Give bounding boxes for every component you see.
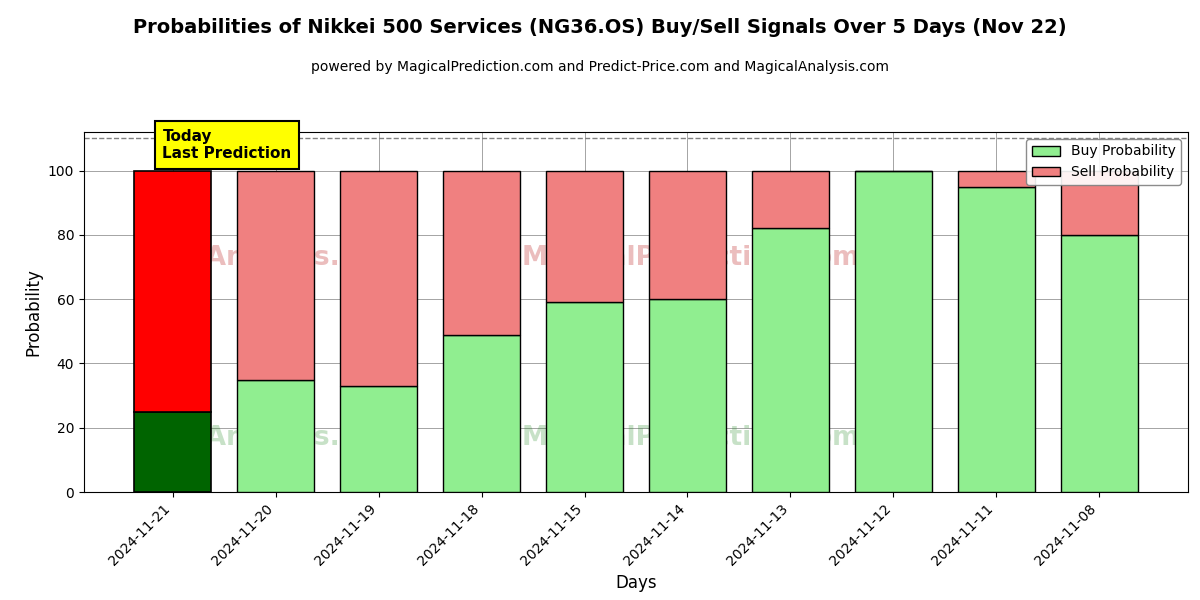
Bar: [958, 187, 1034, 492]
Bar: [340, 170, 418, 386]
Bar: [546, 170, 623, 302]
Bar: [958, 170, 1034, 187]
Y-axis label: Probability: Probability: [24, 268, 42, 356]
Bar: [546, 302, 623, 492]
Text: powered by MagicalPrediction.com and Predict-Price.com and MagicalAnalysis.com: powered by MagicalPrediction.com and Pre…: [311, 60, 889, 74]
Text: MagicalPrediction.com: MagicalPrediction.com: [522, 425, 860, 451]
Bar: [238, 170, 314, 379]
Bar: [238, 379, 314, 492]
Bar: [649, 299, 726, 492]
Bar: [752, 229, 829, 492]
Bar: [1061, 235, 1138, 492]
Bar: [752, 170, 829, 229]
Bar: [1061, 170, 1138, 235]
Bar: [443, 170, 520, 335]
Bar: [134, 170, 211, 412]
Legend: Buy Probability, Sell Probability: Buy Probability, Sell Probability: [1026, 139, 1181, 185]
Bar: [443, 335, 520, 492]
X-axis label: Days: Days: [616, 574, 656, 592]
Bar: [854, 170, 932, 492]
Text: calAnalysis.com: calAnalysis.com: [163, 425, 402, 451]
Bar: [340, 386, 418, 492]
Text: MagicalPrediction.com: MagicalPrediction.com: [522, 245, 860, 271]
Text: calAnalysis.com: calAnalysis.com: [163, 245, 402, 271]
Text: Probabilities of Nikkei 500 Services (NG36.OS) Buy/Sell Signals Over 5 Days (Nov: Probabilities of Nikkei 500 Services (NG…: [133, 18, 1067, 37]
Bar: [649, 170, 726, 299]
Text: Today
Last Prediction: Today Last Prediction: [162, 128, 292, 161]
Bar: [134, 412, 211, 492]
